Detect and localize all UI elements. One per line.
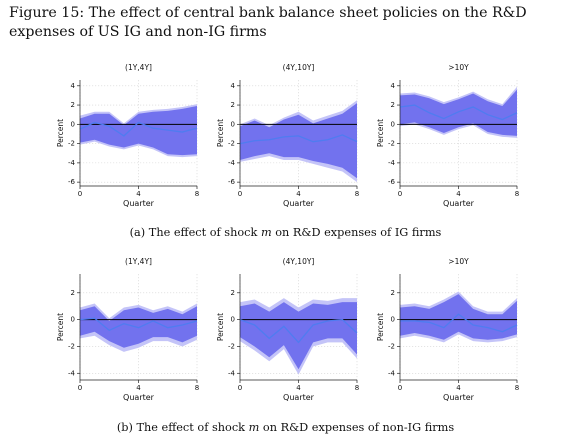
x-tick-label: 4 xyxy=(296,190,301,198)
caption-non-ig-text: (b) The effect of shock m on R&D expense… xyxy=(116,421,455,434)
y-tick-label: -4 xyxy=(68,369,76,377)
x-axis-title: Quarter xyxy=(443,393,475,402)
y-tick-label: 2 xyxy=(231,289,235,297)
x-tick-label: 4 xyxy=(136,190,141,198)
y-tick-label: 2 xyxy=(391,289,395,297)
y-tick-label: 4 xyxy=(231,82,236,90)
y-tick-label: 4 xyxy=(391,82,396,90)
x-tick-label: 4 xyxy=(456,384,461,392)
caption-non-ig: (b) The effect of shock m on R&D expense… xyxy=(0,421,571,434)
y-tick-label: 2 xyxy=(71,289,75,297)
x-tick-label: 0 xyxy=(78,384,82,392)
y-tick-label: -4 xyxy=(68,159,76,167)
y-tick-label: -2 xyxy=(228,140,235,148)
confidence-band-inner xyxy=(240,103,357,179)
panel-nonig-4y-10y: (4Y,10Y] -4 -2 0 2 0 4 8 Quarter Percent xyxy=(216,257,359,402)
y-tick-label: 0 xyxy=(231,316,235,324)
y-tick-label: 2 xyxy=(231,101,235,109)
x-tick-label: 0 xyxy=(238,384,242,392)
y-tick-label: 0 xyxy=(391,120,395,128)
y-tick-label: 2 xyxy=(391,101,395,109)
y-tick-label: -4 xyxy=(388,369,396,377)
x-axis-title: Quarter xyxy=(123,199,155,208)
panel-title: (4Y,10Y] xyxy=(283,257,315,266)
y-axis-title: Percent xyxy=(56,313,65,341)
x-axis-title: Quarter xyxy=(443,199,475,208)
x-tick-label: 4 xyxy=(136,384,141,392)
panel-title: >10Y xyxy=(448,257,469,266)
panel-ig-10y: >10Y -6 -4 -2 0 2 4 0 4 8 Quarter Percent xyxy=(376,63,519,208)
y-tick-label: 0 xyxy=(71,120,75,128)
x-tick-label: 0 xyxy=(238,190,242,198)
y-axis-title: Percent xyxy=(216,313,225,341)
x-tick-label: 4 xyxy=(296,384,301,392)
x-tick-label: 8 xyxy=(515,190,519,198)
x-tick-label: 0 xyxy=(398,190,402,198)
panel-nonig-10y: >10Y -4 -2 0 2 0 4 8 Quarter Percent xyxy=(376,257,519,402)
x-tick-label: 0 xyxy=(78,190,82,198)
confidence-band-inner xyxy=(240,302,357,370)
estimate-line xyxy=(79,317,198,332)
estimate-line xyxy=(399,104,518,121)
y-tick-label: -2 xyxy=(68,342,75,350)
y-tick-label: -6 xyxy=(228,178,236,186)
y-tick-label: -2 xyxy=(388,342,395,350)
y-tick-label: -6 xyxy=(68,178,76,186)
y-tick-label: -4 xyxy=(388,159,396,167)
panel-ig-1y-4y: (1Y,4Y] -6 -4 -2 0 2 4 0 4 8 Quarter Percent xyxy=(56,63,199,208)
y-tick-label: -2 xyxy=(68,140,75,148)
estimate-line xyxy=(239,134,358,145)
y-tick-label: -2 xyxy=(228,342,235,350)
y-tick-label: 4 xyxy=(71,82,76,90)
y-axis-title: Percent xyxy=(376,119,385,147)
caption-ig-text: (a) The effect of shock m on R&D expense… xyxy=(129,226,442,239)
caption-ig: (a) The effect of shock m on R&D expense… xyxy=(0,226,571,239)
estimate-line xyxy=(400,313,518,333)
y-axis-title: Percent xyxy=(376,313,385,341)
estimate-line xyxy=(239,318,358,344)
y-tick-label: 0 xyxy=(71,316,75,324)
confidence-band-inner xyxy=(80,106,197,156)
estimate-line xyxy=(79,121,198,137)
x-tick-label: 8 xyxy=(515,384,519,392)
x-tick-label: 8 xyxy=(195,190,199,198)
panel-title: (4Y,10Y] xyxy=(283,63,315,72)
y-tick-label: 0 xyxy=(391,316,395,324)
x-tick-label: 0 xyxy=(398,384,402,392)
panel-title: >10Y xyxy=(448,63,469,72)
y-tick-label: -6 xyxy=(388,178,396,186)
x-tick-label: 8 xyxy=(195,384,199,392)
x-axis-title: Quarter xyxy=(283,393,315,402)
y-tick-label: -4 xyxy=(228,159,236,167)
panel-title: (1Y,4Y] xyxy=(125,257,152,266)
x-axis-title: Quarter xyxy=(123,393,155,402)
x-tick-label: 4 xyxy=(456,190,461,198)
y-tick-label: -4 xyxy=(228,369,236,377)
figure-title: Figure 15: The effect of central bank ba… xyxy=(9,5,527,40)
y-axis-title: Percent xyxy=(216,119,225,147)
x-axis-title: Quarter xyxy=(283,199,315,208)
y-axis-title: Percent xyxy=(56,119,65,147)
panel-title: (1Y,4Y] xyxy=(125,63,152,72)
panel-ig-4y-10y: (4Y,10Y] -6 -4 -2 0 2 4 0 4 8 Quarter Percent xyxy=(216,63,359,208)
x-tick-label: 8 xyxy=(355,190,359,198)
y-tick-label: -2 xyxy=(388,140,395,148)
y-tick-label: 2 xyxy=(71,101,75,109)
x-tick-label: 8 xyxy=(355,384,359,392)
y-tick-label: 0 xyxy=(231,120,235,128)
panel-nonig-1y-4y: (1Y,4Y] -4 -2 0 2 0 4 8 Quarter Percent xyxy=(56,257,199,402)
